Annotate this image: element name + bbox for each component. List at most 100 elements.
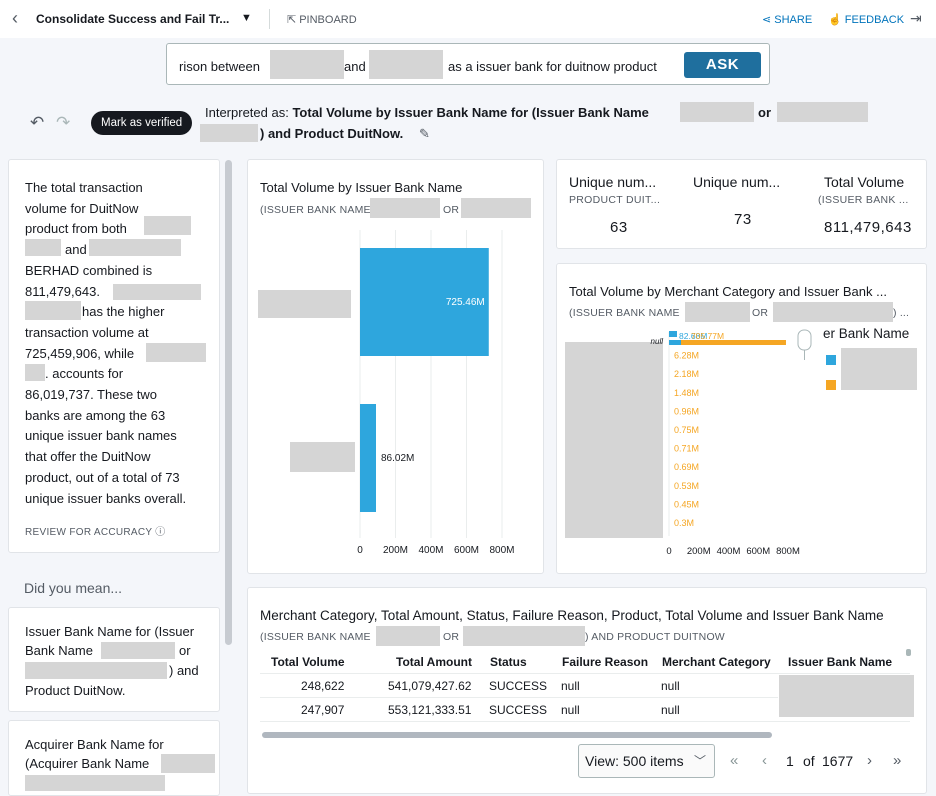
x-tick-label: 800M (489, 545, 514, 556)
next-page-icon[interactable]: › (867, 752, 872, 769)
x-tick-label: 200M (687, 546, 711, 557)
divider (260, 697, 778, 698)
feedback-button[interactable]: ☝ FEEDBACK (828, 13, 904, 26)
prev-page-icon[interactable]: ‹ (762, 752, 767, 769)
summary-line: unique issuer bank names (25, 428, 177, 444)
x-tick-label: 600M (746, 546, 770, 557)
segment-label: 0.3M (674, 518, 694, 528)
column-header[interactable]: Failure Reason (562, 655, 649, 669)
chart-filter: (ISSUER BANK NAME (569, 307, 680, 319)
kpi-value: 73 (734, 211, 752, 228)
cell-status: SUCCESS (489, 679, 548, 693)
summary-line: unique issuer banks overall. (25, 490, 187, 506)
table-filter-or: OR (443, 631, 460, 643)
segment-label: 0.71M (674, 444, 699, 454)
summary-line: . accounts for (45, 366, 124, 382)
suggestion-line: Issuer Bank Name for (Issuer (25, 624, 195, 639)
page-of: of (803, 753, 815, 769)
interpretation-prefix: Interpreted as: (205, 105, 289, 120)
category-label: null (651, 337, 664, 346)
last-page-icon[interactable]: » (893, 752, 902, 769)
cell-merchant-category: null (661, 679, 680, 693)
scrollbar[interactable] (225, 160, 232, 645)
pencil-icon[interactable]: ✎ (419, 126, 430, 141)
column-header[interactable]: Total Amount (396, 655, 472, 669)
redacted-block (270, 50, 344, 79)
redacted-block (369, 50, 443, 79)
legend-swatch[interactable] (826, 380, 836, 390)
interpretation-main: Total Volume by Issuer Bank Name for (Is… (292, 105, 649, 120)
table-title: Merchant Category, Total Amount, Status,… (260, 608, 884, 623)
cell-total-amount: 553,121,333.51 (388, 703, 472, 717)
summary-line: product from both (25, 221, 127, 237)
summary-line: banks are among the 63 (25, 407, 166, 423)
suggestion-line: Product DuitNow. (25, 683, 126, 698)
summary-line: 86,019,737. These two (25, 387, 158, 403)
redo-icon[interactable]: ↷ (56, 113, 71, 132)
mark-as-verified-button[interactable]: Mark as verified (91, 111, 193, 135)
x-tick-label: 200M (383, 545, 408, 556)
suggestion-card-1[interactable]: Issuer Bank Name for (Issuer Bank Name o… (8, 607, 220, 712)
redacted-block (461, 198, 531, 218)
view-items-select[interactable]: View: 500 items ﹀ (578, 744, 715, 778)
kpi-sub: (ISSUER BANK ... (818, 194, 909, 206)
thumbs-up-icon: ☝ (828, 14, 845, 26)
chart-filter-suffix: ) ... (893, 307, 910, 319)
share-label: SHARE (774, 14, 813, 26)
redacted-category-labels (565, 342, 663, 538)
info-icon[interactable]: ⓘ (155, 527, 166, 538)
summary-line: transaction volume at (25, 324, 149, 340)
divider (269, 9, 270, 29)
data-label: 82.68M (679, 331, 707, 341)
kpi-label: Unique num... (693, 174, 781, 190)
interpretation-or: or (758, 105, 771, 120)
question-input[interactable]: rison between and as a issuer bank for d… (166, 43, 770, 85)
x-tick-label: 400M (418, 545, 443, 556)
data-label: 705.77M (691, 331, 724, 341)
current-page[interactable]: 1 (786, 753, 794, 769)
suggestion-card-2[interactable]: Acquirer Bank Name for (Acquirer Bank Na… (8, 720, 220, 796)
segment-label: 6.28M (674, 351, 699, 361)
data-label: 725.46M (446, 297, 485, 308)
cell-total-amount: 541,079,427.62 (388, 679, 472, 693)
ask-button[interactable]: ASK (684, 52, 761, 78)
undo-icon[interactable]: ↶ (30, 113, 45, 132)
collapse-right-icon[interactable]: ⇥ (910, 10, 922, 26)
review-for-accuracy-link[interactable]: REVIEW FOR ACCURACY ⓘ (25, 523, 166, 538)
view-items-label: View: 500 items (585, 753, 684, 769)
scroll-handle[interactable] (906, 649, 911, 656)
column-header[interactable]: Status (490, 655, 527, 669)
bar-chart: 0 200M 400M 600M 800M 725.46M 86.02M (357, 230, 515, 556)
pinboard-button[interactable]: ⇱ PINBOARD (287, 13, 357, 26)
column-header[interactable]: Issuer Bank Name (788, 655, 893, 669)
redacted-block (777, 102, 868, 122)
redacted-block (25, 775, 165, 791)
redacted-block (144, 216, 191, 235)
share-button[interactable]: ⋖ SHARE (762, 13, 812, 26)
first-page-icon[interactable]: « (730, 752, 739, 769)
redacted-block (89, 239, 181, 256)
kpi-value: 63 (610, 219, 628, 236)
bar (360, 248, 489, 356)
cell-merchant-category: null (661, 703, 680, 717)
chart-title: Total Volume by Merchant Category and Is… (569, 284, 887, 299)
chevron-left-icon[interactable]: ‹ (12, 8, 18, 28)
total-pages: 1677 (822, 753, 854, 769)
suggestion-line: Acquirer Bank Name for (25, 737, 164, 752)
divider (260, 721, 910, 722)
kpi-label: Unique num... (569, 174, 657, 190)
chart-filter-or: OR (752, 307, 769, 319)
summary-line: that offer the DuitNow (25, 449, 151, 465)
question-text-1: rison between (179, 59, 260, 74)
topic-title[interactable]: Consolidate Success and Fail Tr... (36, 12, 230, 26)
column-header[interactable]: Merchant Category (662, 655, 771, 669)
column-header[interactable]: Total Volume (271, 655, 345, 669)
interpretation-tail: ) and Product DuitNow. (260, 126, 404, 141)
legend-swatch[interactable] (826, 355, 836, 365)
stacked-segment (669, 340, 682, 345)
horizontal-scrollbar[interactable] (262, 732, 772, 738)
redacted-block (773, 302, 893, 322)
data-label: 86.02M (381, 453, 414, 464)
redacted-block (376, 626, 440, 646)
caret-down-icon[interactable]: ▼ (241, 12, 252, 24)
